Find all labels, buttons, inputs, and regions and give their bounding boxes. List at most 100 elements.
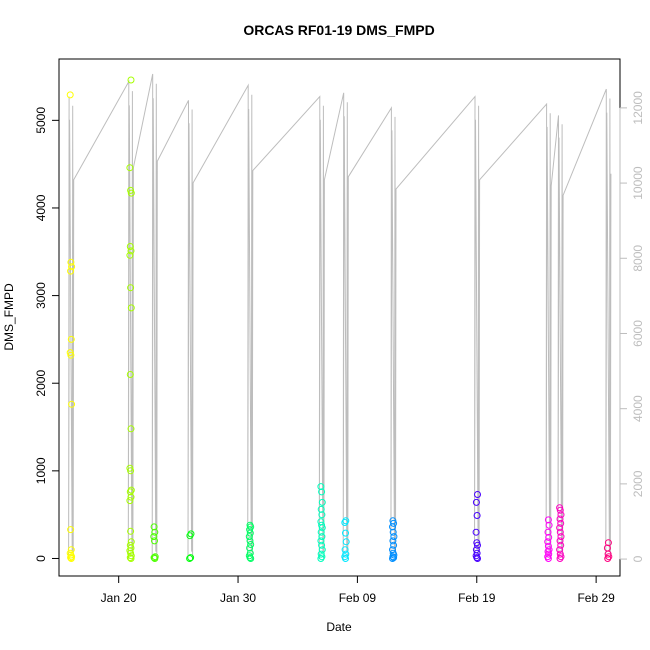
- data-point: [473, 554, 481, 562]
- data-point: [389, 528, 397, 536]
- data-point: [556, 555, 564, 562]
- data-point: [342, 555, 349, 562]
- data-point: [186, 555, 194, 562]
- data-point: [389, 537, 397, 545]
- data-point: [187, 554, 195, 562]
- data-point: [390, 551, 398, 559]
- y-tick-label: 3000: [34, 282, 48, 309]
- data-point: [605, 553, 613, 561]
- data-point: [126, 371, 134, 378]
- data-point: [127, 189, 135, 197]
- y2-tick-label: 2000: [631, 470, 645, 497]
- data-point: [126, 243, 134, 250]
- data-point: [556, 524, 564, 532]
- data-point: [556, 506, 564, 514]
- data-point: [544, 542, 552, 550]
- data-point: [126, 541, 134, 549]
- y2-tick-label: 6000: [631, 320, 645, 347]
- data-point: [67, 267, 75, 275]
- x-tick-label: Jan 20: [101, 591, 137, 605]
- data-point: [390, 519, 398, 527]
- data-point: [246, 554, 254, 562]
- y2-tick-label: 8000: [631, 245, 645, 272]
- data-point: [150, 523, 158, 531]
- data-point: [556, 528, 564, 536]
- data-point: [557, 533, 565, 541]
- data-point: [604, 539, 612, 547]
- data-point: [126, 488, 134, 496]
- data-point: [604, 555, 612, 562]
- data-point: [556, 546, 564, 554]
- data-point: [544, 555, 552, 562]
- data-point: [246, 537, 254, 545]
- data-point: [67, 546, 75, 554]
- data-point: [186, 532, 194, 540]
- data-point: [150, 554, 158, 562]
- data-point: [151, 528, 159, 536]
- data-point: [544, 528, 552, 536]
- y2-tick-label: 0: [631, 555, 645, 562]
- data-point: [389, 555, 396, 562]
- x-tick-label: Feb 29: [577, 591, 615, 605]
- data-point: [127, 425, 135, 433]
- data-point: [126, 164, 134, 172]
- y-tick-label: 0: [34, 555, 48, 562]
- data-point: [150, 533, 158, 541]
- data-point: [67, 555, 75, 562]
- y-axis: 0 1000 2000 3000 4000 5000: [34, 107, 60, 562]
- y2-axis: 0 2000 4000 6000 8000 10000 12000: [619, 91, 645, 562]
- data-point: [474, 555, 481, 562]
- x-tick-label: Feb 09: [339, 591, 377, 605]
- data-point: [318, 498, 326, 506]
- data-point: [318, 511, 326, 519]
- data-point: [318, 524, 326, 532]
- data-point: [67, 258, 75, 266]
- data-point: [545, 521, 553, 529]
- data-point: [544, 516, 552, 524]
- y-axis-label: DMS_FMPD: [2, 283, 16, 351]
- data-point: [556, 515, 564, 523]
- y2-tick-label: 10000: [631, 166, 645, 200]
- data-point: [127, 304, 135, 312]
- y2-tick-label: 12000: [631, 91, 645, 125]
- data-point: [472, 498, 480, 506]
- data-point: [127, 527, 135, 535]
- data-point: [390, 554, 398, 562]
- data-point: [544, 538, 552, 546]
- y-tick-label: 2000: [34, 370, 48, 397]
- data-point: [341, 546, 349, 554]
- data-point: [342, 538, 350, 546]
- data-point: [472, 528, 480, 536]
- data-point: [342, 517, 350, 525]
- data-point: [474, 541, 481, 549]
- data-point: [127, 284, 135, 292]
- data-point: [318, 541, 326, 549]
- data-point: [127, 555, 135, 562]
- x-tick-label: Jan 30: [220, 591, 256, 605]
- data-point: [68, 400, 76, 408]
- data-point: [390, 533, 398, 541]
- data-point: [557, 511, 565, 519]
- data-point: [67, 526, 75, 534]
- x-axis: Jan 20 Jan 30 Feb 09 Feb 19 Feb 29: [101, 575, 615, 605]
- altitude-trace: [68, 73, 612, 560]
- data-point: [127, 247, 135, 255]
- data-point: [245, 533, 253, 541]
- data-point: [67, 351, 75, 359]
- data-point: [187, 530, 195, 538]
- data-point: [317, 505, 325, 513]
- y-tick-label: 5000: [34, 107, 48, 134]
- data-point: [557, 541, 565, 549]
- data-point: [545, 533, 553, 541]
- data-point: [317, 528, 325, 536]
- data-point: [246, 544, 254, 552]
- data-point: [126, 554, 134, 562]
- data-point: [389, 523, 396, 531]
- data-point: [317, 555, 325, 562]
- data-point: [127, 467, 135, 475]
- data-point: [151, 555, 159, 562]
- data-point: [317, 483, 325, 491]
- y-tick-label: 4000: [34, 194, 48, 221]
